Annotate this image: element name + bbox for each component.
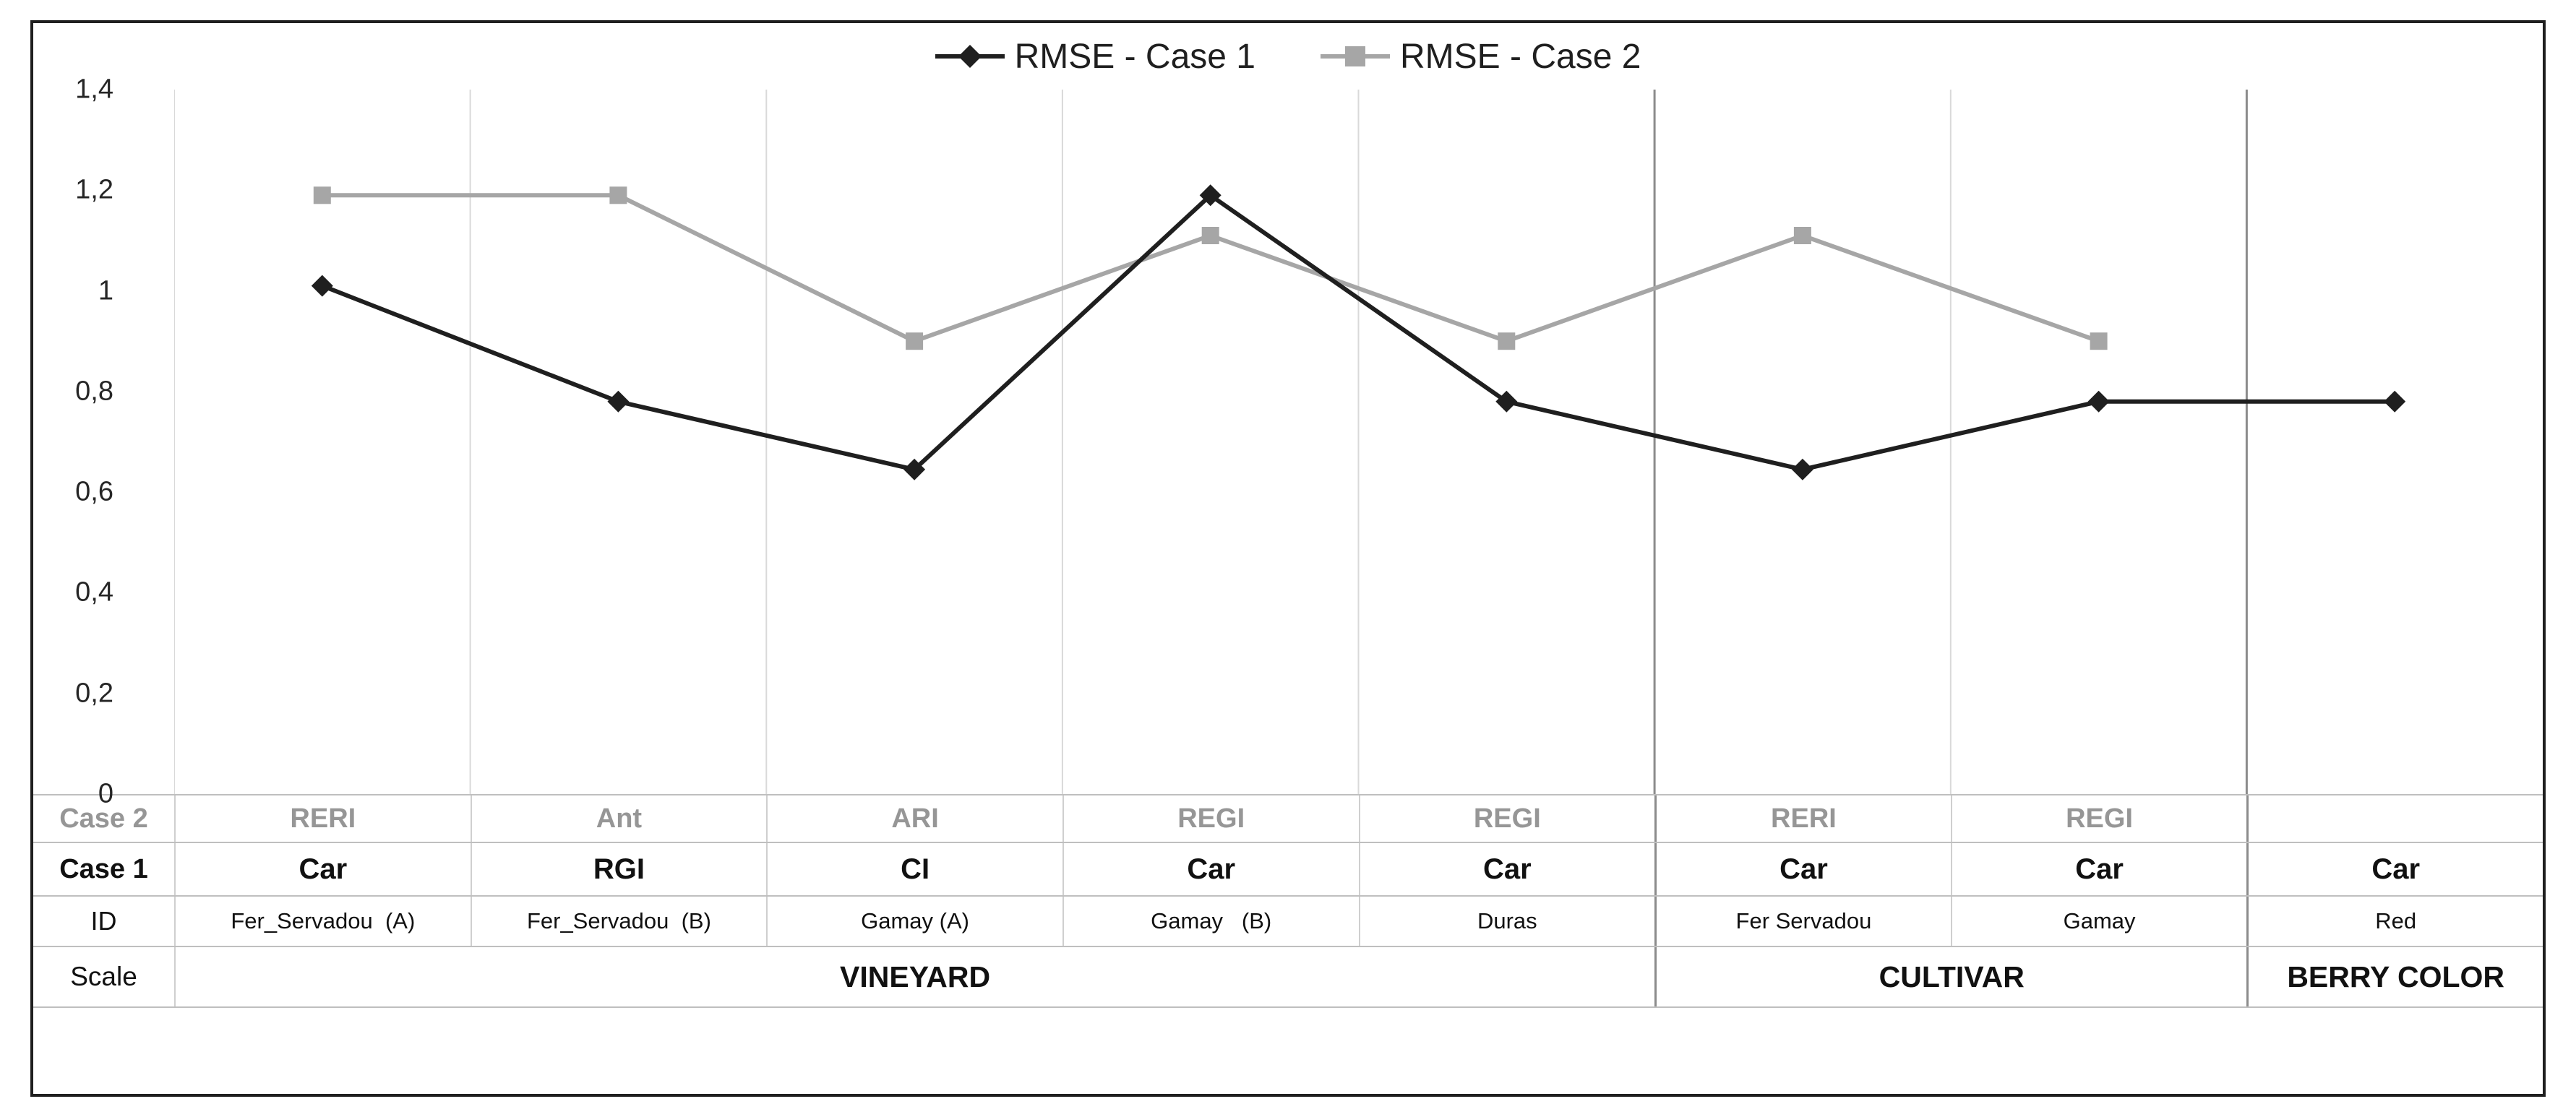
series-line-rmse-case-2	[322, 193, 2100, 344]
cell-case2-col8	[2246, 795, 2543, 842]
table-row-case2: Case 2 RERI Ant ARI REGI REGI RERI REGI	[33, 795, 2543, 843]
row-label-case2: Case 2	[59, 803, 148, 834]
cell-id-col7: Gamay	[1950, 897, 2247, 946]
table-row-scale: Scale VINEYARD CULTIVAR BERRY COLOR	[33, 947, 2543, 1008]
cell-case2-col6: RERI	[1654, 795, 1951, 842]
cell-id-col4: Gamay (B)	[1062, 897, 1359, 946]
diamond-marker-icon	[903, 458, 926, 480]
legend-item-2: RMSE - Case 2	[1321, 37, 1641, 77]
square-marker-icon	[1793, 227, 1811, 244]
plot-svg	[174, 90, 2406, 794]
square-marker-icon	[2090, 332, 2108, 350]
row-label-case1: Case 1	[59, 853, 148, 884]
cell-case1-col4: Car	[1062, 843, 1359, 895]
legend-item-1: RMSE - Case 1	[935, 37, 1255, 77]
chart-area: 0 0,2 0,4 0,6 0,8 1 1,2 1,4	[33, 74, 2543, 809]
series-line-rmse-case-1	[321, 192, 2395, 473]
scale-group-cultivar: CULTIVAR	[1654, 947, 2246, 1006]
cell-id-col2: Fer_Servadou (B)	[470, 897, 767, 946]
diamond-marker-icon	[2087, 390, 2110, 413]
scale-group-vineyard: VINEYARD	[174, 947, 1654, 1006]
square-marker-icon	[313, 186, 331, 204]
table-row-id: ID Fer_Servadou (A) Fer_Servadou (B) Gamay …	[33, 897, 2543, 947]
diamond-marker-icon	[607, 390, 630, 413]
cell-case2-col2: Ant	[470, 795, 767, 842]
y-axis: 0 0,2 0,4 0,6 0,8 1 1,2 1,4	[33, 74, 174, 809]
cell-case2-col4: REGI	[1062, 795, 1359, 842]
y-tick-label: 0,2	[75, 678, 113, 709]
cell-case1-col8: Car	[2246, 843, 2543, 895]
row-label-id: ID	[90, 906, 117, 936]
cell-case1-col1: Car	[174, 843, 471, 895]
cell-id-col5: Duras	[1358, 897, 1655, 946]
diamond-marker-icon	[1791, 458, 1813, 480]
y-tick-label: 0	[98, 778, 113, 809]
cell-case1-col6: Car	[1654, 843, 1951, 895]
scale-group-berry-color: BERRY COLOR	[2246, 947, 2543, 1006]
square-marker-icon	[1498, 332, 1516, 350]
cell-case1-col3: CI	[766, 843, 1062, 895]
y-tick-label: 0,6	[75, 476, 113, 507]
y-tick-label: 0,4	[75, 577, 113, 608]
plot-area	[174, 90, 2543, 794]
cell-case2-col3: ARI	[766, 795, 1062, 842]
square-marker-icon	[609, 186, 627, 204]
diamond-marker-icon	[935, 45, 1005, 68]
diamond-marker-icon	[1495, 390, 1518, 413]
diamond-marker-icon	[311, 275, 333, 297]
cell-id-col8: Red	[2246, 897, 2543, 946]
cell-case2-col7: REGI	[1950, 795, 2247, 842]
y-tick-label: 0,8	[75, 376, 113, 407]
legend-label: RMSE - Case 1	[1014, 37, 1255, 76]
cell-case1-col7: Car	[1950, 843, 2247, 895]
square-marker-icon	[1321, 46, 1390, 66]
cell-case2-col5: REGI	[1358, 795, 1655, 842]
y-tick-label: 1,4	[75, 74, 113, 105]
chart-legend: RMSE - Case 1 RMSE - Case 2	[33, 23, 2543, 90]
diamond-marker-icon	[2384, 390, 2406, 413]
cell-case1-col5: Car	[1358, 843, 1655, 895]
y-tick-label: 1,2	[75, 174, 113, 205]
cell-case2-col1: RERI	[174, 795, 471, 842]
chart-frame: RMSE - Case 1 RMSE - Case 2 0 0,2 0,4 0,6 0,8…	[30, 20, 2546, 1097]
cell-case1-col2: RGI	[470, 843, 767, 895]
legend-label: RMSE - Case 2	[1400, 37, 1641, 76]
table-row-case1: Case 1 Car RGI CI Car Car Car Car Car	[33, 843, 2543, 897]
cell-id-col1: Fer_Servadou (A)	[174, 897, 471, 946]
square-marker-icon	[1201, 227, 1219, 244]
row-label-scale: Scale	[70, 962, 137, 991]
y-tick-label: 1	[98, 275, 113, 306]
square-marker-icon	[906, 332, 924, 350]
cell-id-col6: Fer Servadou	[1654, 897, 1951, 946]
category-table: Case 2 RERI Ant ARI REGI REGI RERI REGI Case 1 Ca…	[33, 794, 2543, 1008]
cell-id-col3: Gamay (A)	[766, 897, 1062, 946]
